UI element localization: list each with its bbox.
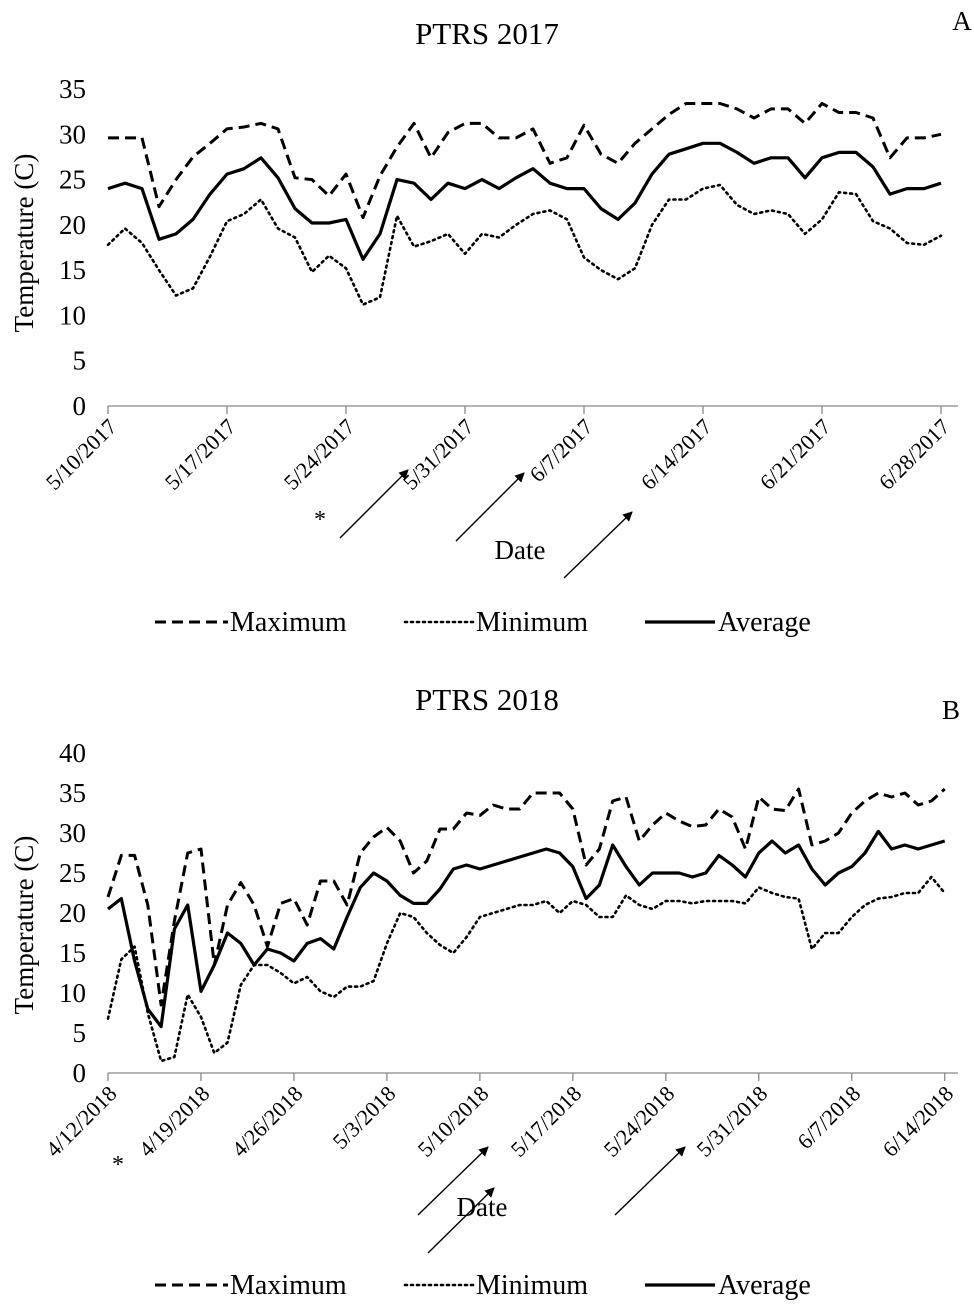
x-tick-label: 5/24/2017 xyxy=(279,414,360,495)
y-tick-label: 25 xyxy=(59,165,86,195)
x-tick-label: 5/24/2018 xyxy=(599,1081,680,1162)
x-tick-label: 4/26/2018 xyxy=(227,1081,308,1162)
series-line-maximum xyxy=(106,787,946,1007)
panel-letter-b: B xyxy=(942,695,960,725)
x-tick-label: 5/3/2018 xyxy=(327,1081,400,1154)
y-tick-label: 40 xyxy=(59,738,86,768)
y-tick-label: 20 xyxy=(59,898,86,928)
y-tick-label: 0 xyxy=(73,1058,87,1088)
arrow-annotation-a2 xyxy=(455,472,525,542)
series-line-minimum xyxy=(106,875,947,1063)
y-tick-label: 10 xyxy=(59,300,86,330)
x-tick-label: 6/14/2017 xyxy=(636,414,717,495)
x-tick-label: 4/19/2018 xyxy=(134,1081,215,1162)
x-tick-label: 5/10/2017 xyxy=(41,414,122,495)
chart-panel-a: PTRS 2017 A Temperature (C) Date 0 5 10 15 2… xyxy=(9,6,972,638)
series-line-maximum xyxy=(108,102,942,220)
asterisk-annotation-b: * xyxy=(112,1152,124,1178)
y-tick-label: 30 xyxy=(59,818,86,848)
legend-label-average-b: Average xyxy=(718,1270,811,1301)
x-tick-label: 6/28/2017 xyxy=(874,414,955,495)
y-tick-label: 0 xyxy=(73,391,87,421)
y-tick-label: 15 xyxy=(59,255,86,285)
legend-label-average-a: Average xyxy=(718,607,811,638)
y-tick-label: 5 xyxy=(73,346,87,376)
series-line-minimum xyxy=(106,183,943,306)
y-tick-label: 15 xyxy=(59,938,86,968)
y-tick-label: 35 xyxy=(59,778,86,808)
y-axis-label-b: Temperature (C) xyxy=(9,836,39,1015)
y-tick-label: 5 xyxy=(73,1018,87,1048)
arrow-annotation-b2 xyxy=(427,1187,495,1254)
legend-label-maximum-a: Maximum xyxy=(230,607,347,638)
arrow-annotation-b1 xyxy=(417,1146,489,1216)
y-tick-label: 30 xyxy=(59,119,86,149)
arrow-annotation-a1 xyxy=(339,469,409,539)
series-line-average xyxy=(107,829,946,1029)
x-tick-label: 6/7/2018 xyxy=(792,1081,865,1154)
y-tick-label: 35 xyxy=(59,74,86,104)
y-tick-label: 20 xyxy=(59,210,86,240)
x-axis-label-a: Date xyxy=(495,535,546,565)
x-tick-label: 5/17/2017 xyxy=(160,414,241,495)
x-tick-label: 6/14/2018 xyxy=(877,1081,958,1162)
asterisk-annotation-a: * xyxy=(314,507,326,533)
x-tick-label: 5/31/2017 xyxy=(398,414,479,495)
chart-title-b: PTRS 2018 xyxy=(415,682,559,717)
x-tick-label: 5/17/2018 xyxy=(506,1081,587,1162)
x-tick-label: 5/10/2018 xyxy=(413,1081,494,1162)
y-tick-label: 10 xyxy=(59,978,86,1008)
series-line-average xyxy=(107,141,942,261)
y-tick-label: 25 xyxy=(59,858,86,888)
x-tick-label: 5/31/2018 xyxy=(692,1081,773,1162)
legend-label-maximum-b: Maximum xyxy=(230,1270,347,1301)
y-axis-label-a: Temperature (C) xyxy=(9,154,39,333)
legend-a: Maximum Minimum Average xyxy=(155,607,811,638)
x-tick-label: 6/21/2017 xyxy=(755,414,836,495)
arrow-annotation-b3 xyxy=(614,1146,686,1216)
legend-label-minimum-b: Minimum xyxy=(476,1270,588,1301)
x-tick-label: 6/7/2017 xyxy=(525,414,598,487)
legend-label-minimum-a: Minimum xyxy=(476,607,588,638)
legend-b: Maximum Minimum Average xyxy=(155,1270,811,1301)
chart-title-a: PTRS 2017 xyxy=(415,16,559,51)
panel-letter-a: A xyxy=(952,6,972,36)
x-tick-label: 4/12/2018 xyxy=(41,1081,122,1162)
chart-panel-b: PTRS 2018 B Temperature (C) Date 0510152… xyxy=(9,682,960,1301)
arrow-annotation-a3 xyxy=(563,511,633,579)
